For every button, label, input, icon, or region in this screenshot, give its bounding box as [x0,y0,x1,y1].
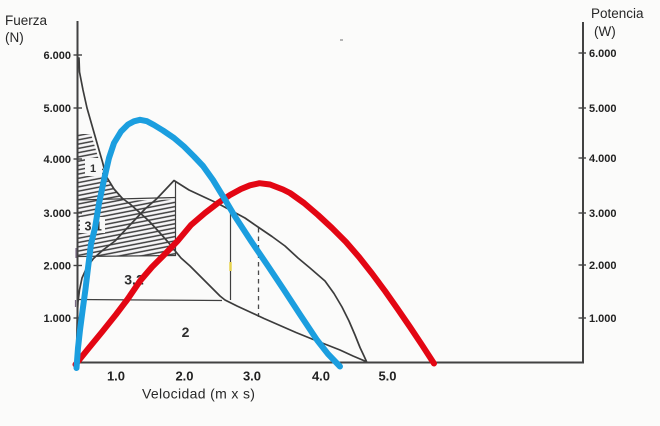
svg-text:2: 2 [182,324,190,340]
svg-text:Potencia: Potencia [591,6,644,21]
svg-text:5.000: 5.000 [589,103,617,115]
svg-text:6.000: 6.000 [43,50,71,62]
svg-text:5.0: 5.0 [378,369,396,384]
svg-text:Fuerza: Fuerza [5,13,48,28]
svg-text:4.000: 4.000 [43,154,71,166]
svg-text:3.0: 3.0 [243,369,261,384]
svg-text:2.0: 2.0 [175,369,193,384]
svg-text:(W): (W) [594,24,616,39]
svg-text:2.000: 2.000 [43,261,71,273]
svg-text:3.000: 3.000 [43,208,71,220]
svg-text:4.0: 4.0 [312,369,330,384]
svg-text:6.000: 6.000 [589,48,617,60]
svg-text:Velocidad (m x s): Velocidad (m x s) [142,386,255,402]
svg-text:(N): (N) [5,30,24,45]
svg-text:1.0: 1.0 [107,369,125,384]
svg-text:1.000: 1.000 [589,313,617,325]
svg-text:3.000: 3.000 [589,208,617,220]
svg-text:2.000: 2.000 [589,260,617,272]
svg-text:5.000: 5.000 [43,103,71,115]
svg-text:4.000: 4.000 [589,153,617,165]
svg-text:1.000: 1.000 [43,313,71,325]
svg-text:1: 1 [90,163,96,175]
